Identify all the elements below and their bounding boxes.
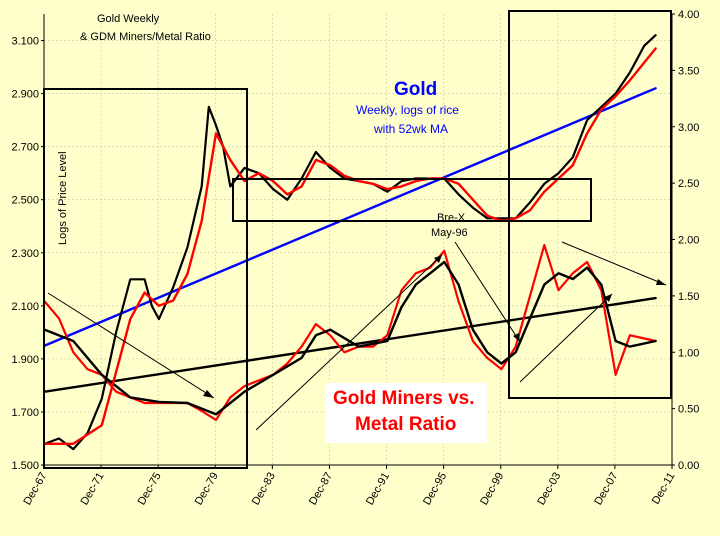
series-52wk-ma — [43, 47, 657, 445]
trend-arrows — [47, 241, 667, 431]
brex-label-1: Bre-X — [437, 212, 466, 224]
left-tick-label: 1.500 — [11, 460, 39, 472]
right-tick-label: 3.50 — [678, 65, 699, 77]
right-tick-label: 0.50 — [678, 404, 699, 416]
right-tick-label: 1.50 — [678, 291, 699, 303]
box-2000-2011 — [508, 10, 672, 399]
left-tick-label: 1.700 — [11, 407, 39, 419]
left-tick-label: 1.900 — [11, 354, 39, 366]
right-tick-label: 3.00 — [678, 122, 699, 134]
series-gold-trend — [43, 87, 657, 347]
gold-sublabel-1: Weekly, logs of rice — [356, 103, 459, 117]
ratio-label-line-2: Metal Ratio — [355, 414, 456, 435]
chart-subtitle: & GDM Miners/Metal Ratio — [80, 31, 211, 43]
left-axis-ticks: 1.500 1.700 1.900 2.100 2.300 2.500 2.700 2.900… — [11, 36, 44, 472]
series-gold-miners-vs-metal-ratio — [43, 244, 657, 421]
box-1968-1980 — [43, 88, 248, 469]
left-tick-label: 2.500 — [11, 195, 39, 207]
right-tick-label: 2.00 — [678, 235, 699, 247]
gold-sublabel-2: with 52wk MA — [373, 122, 448, 136]
series-ratio-ma — [43, 260, 657, 416]
right-tick-label: 4.00 — [678, 9, 699, 21]
left-tick-label: 3.100 — [11, 36, 39, 48]
brex-label-2: May-96 — [431, 227, 468, 239]
right-tick-label: 0.00 — [678, 460, 699, 472]
right-tick-label: 1.00 — [678, 347, 699, 359]
series-ratio-trend — [43, 296, 657, 393]
series-layer — [43, 34, 657, 451]
left-tick-label: 2.300 — [11, 248, 39, 260]
left-axis-label: Logs of Price Level — [57, 151, 69, 245]
ratio-label-bg — [325, 383, 487, 443]
box-gold-range — [232, 178, 592, 222]
right-axis-ticks: 0.00 0.50 1.00 1.50 2.00 2.50 3.00 3.50 4.00 — [672, 9, 699, 472]
chart-title: Gold Weekly — [97, 13, 160, 25]
left-tick-label: 2.100 — [11, 301, 39, 313]
right-tick-label: 2.50 — [678, 178, 699, 190]
ratio-label-line-1: Gold Miners vs. — [333, 388, 474, 409]
left-tick-label: 2.700 — [11, 142, 39, 154]
left-tick-label: 2.900 — [11, 89, 39, 101]
gold-label: Gold — [394, 79, 437, 100]
